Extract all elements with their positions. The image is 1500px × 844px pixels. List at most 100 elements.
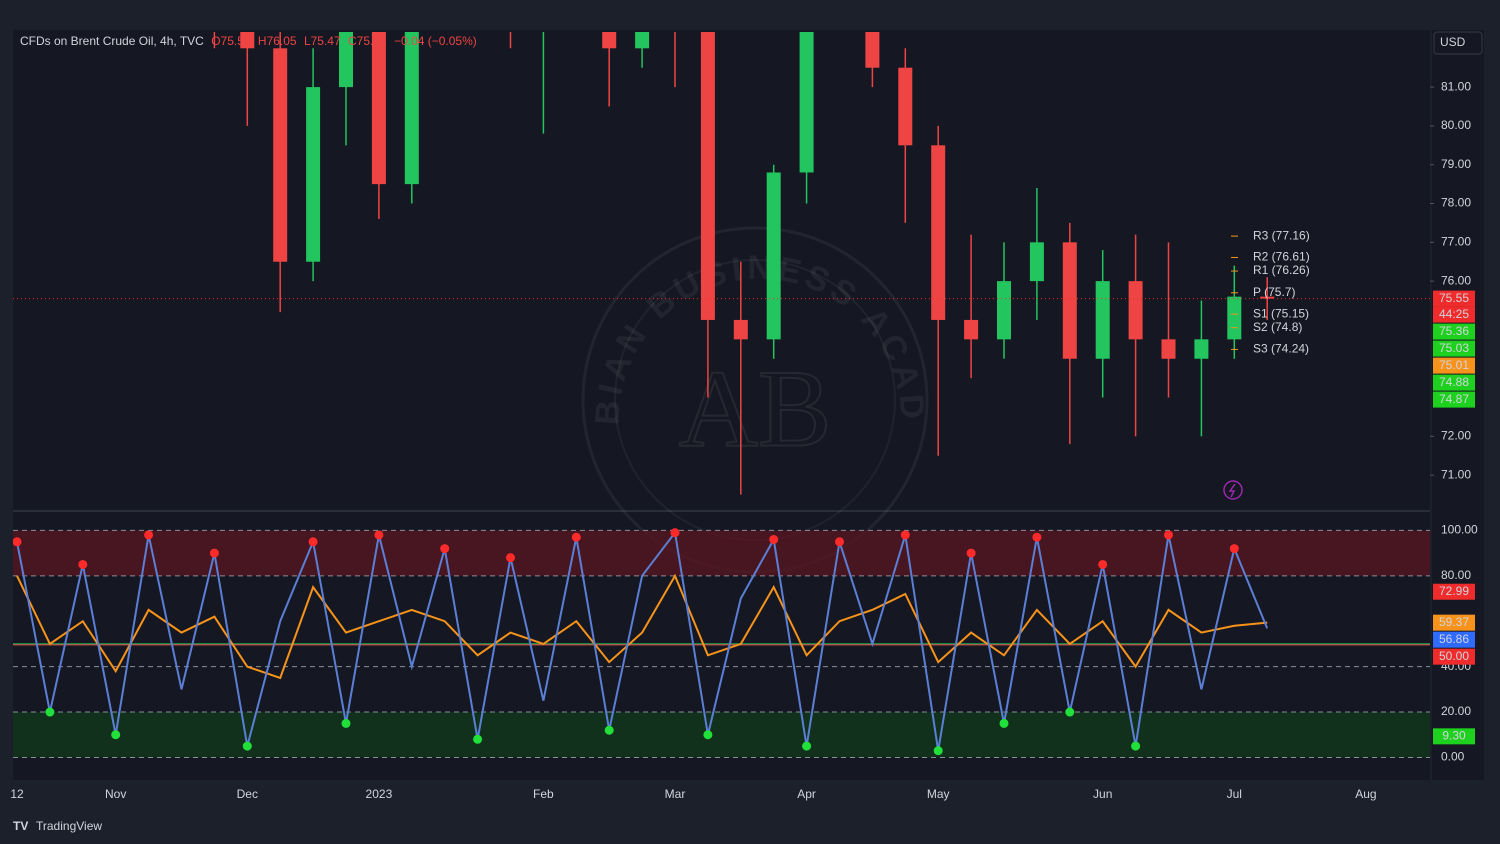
oversold-dot (473, 734, 483, 744)
oversold-dot (1065, 707, 1075, 717)
oscillator-line (16, 573, 1268, 680)
brand[interactable]: TV TradingView (13, 819, 102, 833)
indicator-value-label: 74.88 (1439, 375, 1469, 389)
alert-icon[interactable] (1223, 480, 1243, 500)
candle-body (602, 32, 617, 49)
y-tick-label: 72.00 (1441, 429, 1471, 443)
oversold-dot (1131, 741, 1141, 751)
countdown: 44:25 (1439, 307, 1469, 321)
candle-body (997, 281, 1011, 340)
overbought-dot (769, 534, 779, 544)
ohlc-close: C75.51 (348, 34, 387, 48)
x-tick-label: Feb (533, 787, 554, 801)
chart-header: CFDs on Brent Crude Oil, 4h, TVC O75.58 … (20, 34, 477, 48)
candle-body (766, 172, 781, 340)
overbought-dot (144, 530, 154, 540)
last-price-box (1433, 290, 1475, 307)
oscillator-pane (13, 528, 1430, 758)
zone (13, 712, 1430, 758)
y-tick-label: 80.00 (1441, 568, 1471, 582)
countdown-box (1433, 306, 1475, 323)
x-tick-label: Jul (1227, 787, 1242, 801)
indicator-value-label: 56.86 (1439, 632, 1469, 646)
indicator-value-box (1433, 648, 1475, 665)
y-tick-label: 100.00 (1441, 523, 1478, 537)
indicator-value-box (1433, 374, 1475, 391)
oversold-dot (703, 730, 713, 740)
x-tick-label: Aug (1355, 787, 1376, 801)
indicator-value-label: 59.37 (1439, 615, 1469, 629)
ohlc-high: H76.05 (258, 34, 297, 48)
candle-body (339, 32, 353, 88)
y-tick-label: 76.00 (1441, 273, 1471, 287)
ohlc-low: L75.47 (304, 34, 341, 48)
indicator-value-box (1433, 323, 1475, 340)
x-tick-label: Nov (105, 787, 126, 801)
currency-box[interactable] (1433, 31, 1483, 55)
x-tick-label: Mar (665, 787, 686, 801)
overbought-dot (1032, 532, 1042, 542)
indicator-value-box (1433, 340, 1475, 357)
candle-body (404, 32, 419, 185)
candle-body (865, 32, 880, 68)
overbought-dot (670, 528, 680, 538)
oscillator-line (16, 530, 1269, 751)
overbought-dot (374, 530, 384, 540)
overbought-dot (78, 559, 88, 569)
overbought-dot (440, 544, 450, 554)
oversold-dot (604, 725, 614, 735)
oversold-dot (802, 741, 812, 751)
indicator-value-box (1433, 728, 1475, 745)
x-tick-label: Jun (1093, 787, 1112, 801)
pivot-label: R1 (76.26) (1253, 263, 1310, 277)
y-tick-label: 0.00 (1441, 750, 1465, 764)
indicator-value-label: 74.87 (1439, 392, 1469, 406)
indicator-value-label: 50.00 (1439, 649, 1469, 663)
x-tick-label: Apr (797, 787, 816, 801)
candle-body (273, 48, 288, 262)
x-tick-label: May (927, 787, 950, 801)
candle-body (799, 32, 814, 173)
brand-logo: TV (13, 819, 28, 833)
indicator-value-label: 75.01 (1439, 358, 1469, 372)
oversold-dot (111, 730, 121, 740)
x-tick-label: Dec (237, 787, 258, 801)
candle-body (1227, 296, 1242, 340)
pivot-label: R2 (76.61) (1253, 250, 1310, 264)
ohlc-open: O75.58 (211, 34, 251, 48)
currency[interactable]: USD (1440, 35, 1466, 49)
brand-name: TradingView (36, 819, 102, 833)
oversold-dot (242, 741, 252, 751)
candle-body (898, 67, 913, 146)
x-tick-label: 2023 (366, 787, 393, 801)
candle-body (1128, 281, 1143, 340)
oversold-dot (341, 718, 351, 728)
price-pane (13, 32, 1430, 495)
oversold-dot (45, 707, 55, 717)
candle-body (371, 32, 386, 185)
overbought-dot (1229, 544, 1239, 554)
indicator-value-box (1433, 391, 1475, 408)
y-tick-label: 20.00 (1441, 704, 1471, 718)
pivot-label: S1 (75.15) (1253, 306, 1309, 320)
overbought-dot (1164, 530, 1173, 540)
candle-body (1161, 339, 1176, 359)
y-tick-label: 79.00 (1441, 157, 1471, 171)
indicator-value-box (1433, 357, 1475, 374)
y-tick-label: 81.00 (1441, 79, 1471, 93)
y-tick-label: 77.00 (1441, 235, 1471, 249)
pivot-label: R3 (77.16) (1253, 228, 1310, 242)
y-tick-label: 78.00 (1441, 196, 1471, 210)
overbought-dot (13, 537, 22, 547)
candle-body (1194, 339, 1209, 359)
alert-icon-bolt (1228, 483, 1236, 498)
candle-body (1029, 242, 1044, 282)
indicator-value-box (1433, 631, 1475, 648)
candle-body (1260, 296, 1275, 299)
overbought-dot (1098, 559, 1108, 569)
indicator-value-box (1433, 583, 1475, 600)
indicator-value-label: 72.99 (1439, 584, 1469, 598)
candle-body (931, 145, 946, 320)
overbought-dot (900, 530, 910, 540)
watermark-logo: AB (679, 347, 832, 469)
